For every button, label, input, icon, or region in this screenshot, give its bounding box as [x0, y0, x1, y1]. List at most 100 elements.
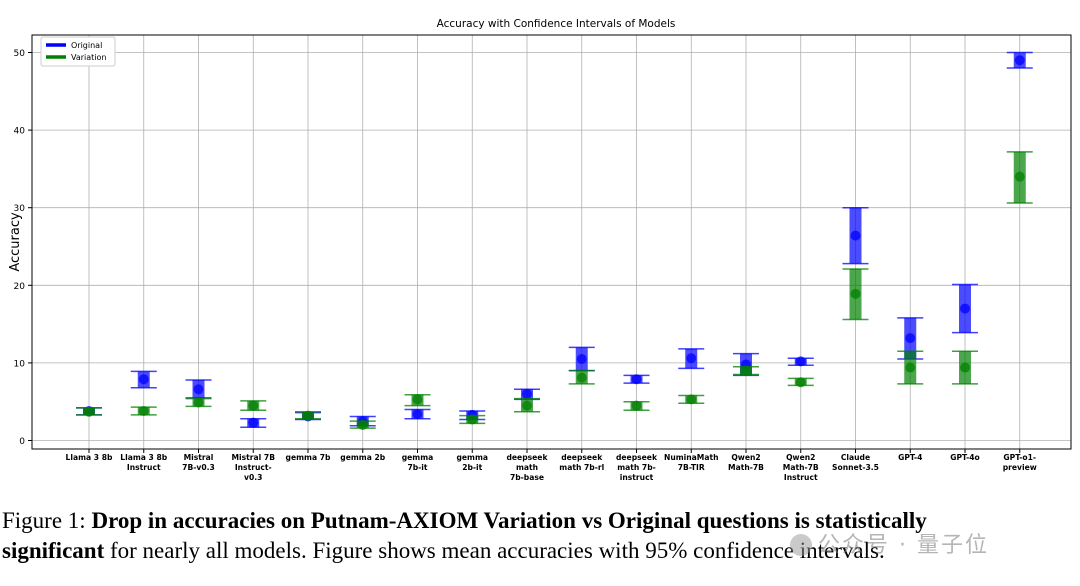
mean-point	[631, 400, 642, 411]
x-tick-label: Llama 3 8b Instruct	[120, 453, 167, 472]
mean-point	[631, 374, 642, 385]
legend-label-original: Original	[71, 41, 102, 50]
x-tick-label: deepseek math 7b-rl	[559, 453, 604, 472]
grid	[32, 35, 1071, 449]
x-tick-label-line: instruct	[620, 473, 654, 482]
x-tick-label-line: preview	[1003, 463, 1037, 472]
mean-point	[1014, 171, 1025, 182]
mean-point	[522, 388, 532, 399]
mean-point	[522, 400, 532, 411]
mean-point	[193, 397, 204, 408]
x-tick-label: gemma 7b-it	[402, 453, 434, 472]
legend-label-variation: Variation	[71, 53, 107, 62]
x-tick-label: Qwen2 Math-7B Instruct	[783, 453, 819, 482]
x-tick-label-line: Math-7B	[783, 463, 819, 472]
mean-point	[1014, 55, 1025, 66]
watermark-text: 公众号 · 量子位	[818, 533, 989, 558]
mean-point	[138, 406, 149, 417]
x-tick-label-line: 7B-v0.3	[182, 463, 215, 472]
y-tick-label: 50	[14, 49, 26, 59]
mean-point	[467, 414, 478, 425]
y-tick-label: 40	[14, 127, 26, 137]
x-tick-label: GPT-4o	[950, 453, 980, 462]
wechat-icon	[790, 534, 812, 556]
x-tick-label-line: Instruct	[127, 463, 161, 472]
x-tick-label-line: deepseek	[561, 453, 603, 462]
x-tick-label: gemma 2b	[340, 453, 385, 462]
x-tick-label-line: deepseek	[616, 453, 658, 462]
mean-point	[576, 372, 587, 383]
x-tick-label-line: 7b-base	[510, 473, 544, 482]
x-tick-label-line: v0.3	[244, 473, 262, 482]
mean-point	[960, 303, 970, 314]
y-tick-label: 20	[14, 282, 26, 292]
x-tick-label-line: GPT-o1-	[1003, 453, 1036, 462]
caption-prefix: Figure 1:	[2, 508, 92, 533]
mean-point	[850, 230, 861, 241]
mean-point	[248, 417, 259, 428]
x-tick-label-line: GPT-4o	[950, 453, 980, 462]
mean-point	[412, 409, 423, 420]
x-tick-label-line: math 7b-rl	[559, 463, 604, 472]
mean-point	[248, 400, 259, 411]
x-tick-label: Claude Sonnet-3.5	[832, 453, 879, 472]
x-tick-label-line: Mistral 7B	[232, 453, 276, 462]
x-tick-label-line: Math-7B	[728, 463, 764, 472]
x-tick-label: GPT-o1-preview	[1003, 453, 1037, 472]
mean-point	[412, 394, 423, 405]
x-tick-label: Mistral 7B-v0.3	[182, 453, 215, 472]
x-tick-label-line: math 7b-	[617, 463, 656, 472]
x-tick-label: Mistral 7B Instruct-v0.3	[232, 453, 276, 482]
x-tick-label: gemma 7b	[286, 453, 331, 462]
chart-title: Accuracy with Confidence Intervals of Mo…	[437, 18, 676, 30]
x-tick-label: deepseek math 7b-instruct	[616, 453, 658, 482]
x-tick-label: NuminaMath 7B-TIR	[664, 453, 719, 472]
x-tick-label-line: 7b-it	[407, 463, 427, 472]
x-tick-label-line: gemma 2b	[340, 453, 385, 462]
mean-point	[795, 377, 806, 388]
series-variation	[76, 151, 1033, 430]
x-tick-label-line: gemma	[402, 453, 434, 462]
caption-bold-2: significant	[2, 538, 105, 563]
mean-point	[193, 384, 204, 395]
x-tick-label-line: deepseek	[506, 453, 548, 462]
caption-rest: for nearly all models. Figure shows mean…	[104, 538, 885, 563]
x-tick-label-line: Llama 3 8b	[120, 453, 167, 462]
x-tick-label-line: Llama 3 8b	[66, 453, 113, 462]
x-tick-label-line: Qwen2	[786, 453, 815, 462]
x-tick-label-line: NuminaMath	[664, 453, 719, 462]
mean-point	[357, 419, 368, 430]
mean-point	[905, 333, 916, 344]
y-tick-label: 10	[14, 359, 26, 369]
caption-bold-1: Drop in accuracies on Putnam-AXIOM Varia…	[91, 508, 927, 533]
mean-point	[741, 365, 751, 376]
mean-point	[795, 356, 806, 367]
series	[76, 51, 1033, 430]
x-tick-label-line: Instruct-	[235, 463, 272, 472]
accuracy-chart: Accuracy with Confidence Intervals of Mo…	[8, 18, 1072, 482]
mean-point	[905, 362, 916, 373]
watermark: 公众号 · 量子位	[790, 527, 989, 559]
plot-frame	[31, 34, 1072, 450]
mean-point	[686, 394, 697, 405]
figure-caption: Figure 1: Drop in accuracies on Putnam-A…	[2, 506, 1078, 566]
x-tick-label-line: gemma 7b	[286, 453, 331, 462]
x-tick-label-line: Claude	[841, 453, 870, 462]
x-tick-label-line: 2b-it	[462, 463, 482, 472]
mean-point	[686, 353, 697, 364]
x-tick-label: Qwen2 Math-7B	[728, 453, 764, 472]
mean-point	[850, 288, 861, 299]
x-tick-label: gemma 2b-it	[456, 453, 488, 472]
x-tick-label-line: math	[516, 463, 538, 472]
mean-point	[138, 374, 149, 385]
x-tick-label: Llama 3 8b	[66, 453, 113, 462]
mean-point	[960, 362, 970, 373]
x-tick-label-line: GPT-4	[898, 453, 922, 462]
y-tick-label: 0	[19, 437, 25, 447]
mean-point	[576, 354, 587, 365]
x-tick-label-line: Sonnet-3.5	[832, 463, 879, 472]
x-tick-label-line: Mistral	[184, 453, 214, 462]
x-tick-label: deepseek math 7b-base	[506, 453, 548, 482]
mean-point	[303, 410, 313, 421]
